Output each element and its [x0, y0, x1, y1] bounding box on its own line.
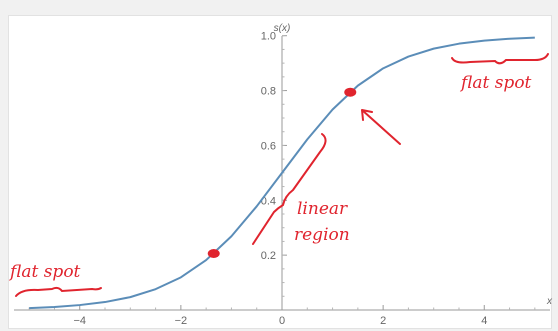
series-line-1	[29, 36, 535, 310]
x-tick-label: −4	[73, 315, 86, 327]
x-tick-label: −2	[175, 315, 188, 327]
flat-spot-left-label: flat spot	[8, 262, 81, 282]
highlight-point-2	[344, 87, 357, 97]
flat-spot-right-brace	[451, 53, 549, 65]
y-tick-label: 0.2	[261, 250, 276, 262]
flat-spot-right-label: flat spot	[459, 73, 532, 93]
linear-region-label-line1: linear	[297, 199, 348, 219]
y-tick-label: 0.4	[261, 195, 276, 207]
handwritten-annotations: flat spot linear region flat spot	[8, 53, 549, 297]
curve-layer	[29, 36, 535, 310]
axes: −4 −2 0 2 4 0.2 0.4 0.6 0.8 1.0 x s(x)	[14, 23, 553, 327]
x-tick-label: 0	[279, 315, 285, 327]
annotation-arrow	[361, 109, 401, 145]
flat-spot-left-brace	[15, 286, 102, 297]
x-tick-label: 2	[380, 315, 386, 327]
linear-region-label-line2: region	[294, 225, 350, 245]
y-tick-label: 0.8	[261, 86, 276, 98]
linear-region-brace	[252, 133, 327, 245]
y-axis-label: s(x)	[274, 23, 291, 34]
highlight-point-1	[207, 248, 220, 258]
x-tick-label: 4	[481, 315, 487, 327]
x-axis-label: x	[546, 296, 553, 307]
plot-frame	[8, 15, 552, 329]
y-tick-label: 0.6	[261, 140, 276, 152]
y-tick-label: 1.0	[261, 31, 276, 43]
